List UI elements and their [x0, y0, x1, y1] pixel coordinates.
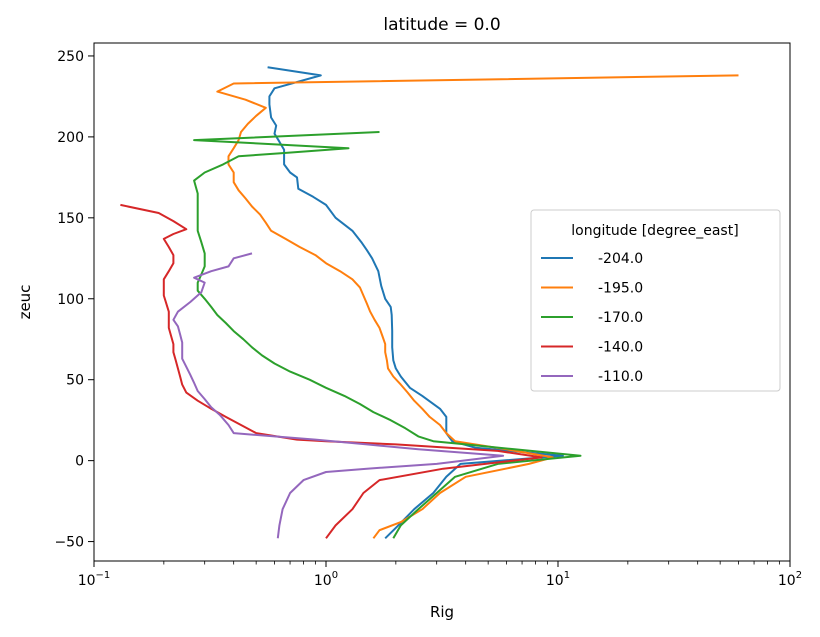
y-axis-label: zeuc — [16, 285, 34, 320]
y-tick-label-3: 100 — [57, 292, 84, 308]
series-layer — [120, 66, 739, 540]
legend-label-4: -110.0 — [598, 369, 643, 385]
x-tick-label-2: 101 — [546, 570, 570, 589]
y-tick-label-0: −50 — [54, 535, 84, 551]
x-axis: 10−1 100 101 102 — [78, 561, 802, 589]
x-tick-label-0: 10−1 — [78, 570, 111, 589]
y-tick-label-1: 0 — [75, 454, 84, 470]
legend-title: longitude [degree_east] — [571, 223, 738, 239]
legend-label-0: -204.0 — [598, 251, 643, 267]
series-line-3 — [120, 203, 543, 539]
series-line-2 — [193, 131, 582, 539]
legend: longitude [degree_east] -204.0 -195.0 -170… — [530, 209, 781, 392]
x-axis-label: Rig — [430, 603, 454, 621]
legend-label-2: -170.0 — [598, 310, 643, 326]
legend-items: -204.0 -195.0 -170.0 -140.0 -110.0 — [541, 251, 643, 385]
legend-label-3: -140.0 — [598, 340, 643, 356]
series-line-0 — [267, 66, 564, 540]
x-tick-label-3: 102 — [778, 570, 802, 589]
series-line-4 — [172, 252, 505, 539]
legend-box — [530, 209, 781, 392]
series-line-1 — [216, 74, 739, 539]
y-axis: −50 0 50 100 150 200 250 — [54, 49, 94, 551]
y-tick-label-4: 150 — [57, 211, 84, 227]
plot-frame — [93, 42, 791, 562]
x-tick-label-1: 100 — [314, 570, 338, 589]
y-tick-label-5: 200 — [57, 130, 84, 146]
y-tick-label-2: 50 — [66, 373, 84, 389]
y-tick-label-6: 250 — [57, 49, 84, 65]
chart-title: latitude = 0.0 — [383, 15, 500, 35]
legend-label-1: -195.0 — [598, 281, 643, 297]
